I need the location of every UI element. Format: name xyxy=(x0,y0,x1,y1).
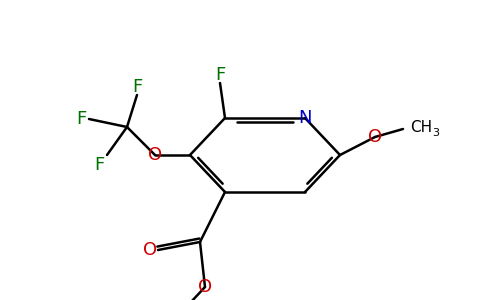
Text: CH: CH xyxy=(410,119,432,134)
Text: F: F xyxy=(215,66,225,84)
Text: F: F xyxy=(94,156,104,174)
Text: O: O xyxy=(148,146,162,164)
Text: F: F xyxy=(132,78,142,96)
Text: O: O xyxy=(198,278,212,296)
Text: O: O xyxy=(143,241,157,259)
Text: N: N xyxy=(298,109,312,127)
Text: 3: 3 xyxy=(433,128,439,138)
Text: O: O xyxy=(368,128,382,146)
Text: F: F xyxy=(76,110,86,128)
